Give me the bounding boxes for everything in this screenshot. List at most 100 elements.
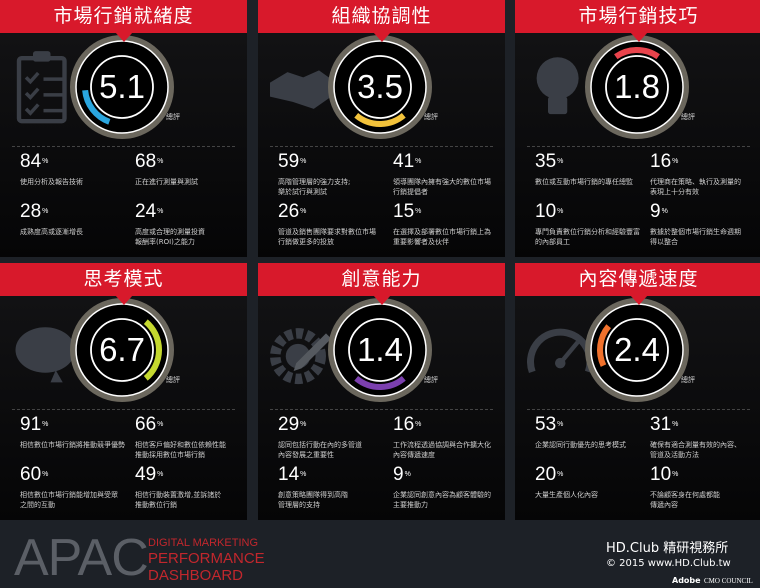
- stat-value: 24%: [135, 201, 164, 222]
- percent-unit: %: [42, 158, 49, 165]
- panel-title: 思考模式: [0, 263, 247, 296]
- panel-title: 市場行銷技巧: [515, 0, 760, 33]
- divider: [527, 409, 750, 410]
- score-arc: [143, 319, 162, 381]
- score-value: 5.1: [99, 68, 145, 105]
- stat-description: 專門負責數位行銷分析和經驗豐富 的內部員工: [535, 228, 640, 246]
- stat-value: 68%: [135, 151, 164, 172]
- percent-unit: %: [672, 421, 679, 428]
- stat-description: 企業認同行動優先的思考模式: [535, 441, 626, 449]
- score-gauge: [70, 35, 174, 139]
- percent-unit: %: [300, 158, 307, 165]
- clipboard-icon: [16, 51, 67, 124]
- handshake-icon: [270, 70, 332, 109]
- subtitle-line: DIGITAL MARKETING: [148, 537, 259, 549]
- stat-description: 確保有適合測量有效的內容、 管道及活動方法: [650, 441, 741, 459]
- stat-value: 84%: [20, 151, 49, 172]
- lightbulb-icon: [536, 57, 579, 115]
- stat-description: 相信數位市場行銷能增加與受眾 之間的互動: [20, 491, 118, 509]
- stat-value: 29%: [278, 414, 307, 435]
- stat-item: 24% 高度或合理的測量投資 報酬率(ROI)之能力: [135, 202, 245, 247]
- stat-value: 91%: [20, 414, 49, 435]
- stat-description: 成熟度高或逐漸增長: [20, 228, 83, 236]
- percent-unit: %: [557, 208, 564, 215]
- stat-item: 41% 領導團隊內擁有強大的數位市場 行銷提倡者: [393, 152, 503, 197]
- stat-value: 9%: [393, 464, 411, 485]
- stat-description: 相信行動裝置激增,並訴諸於 推動數位行銷: [135, 491, 222, 509]
- score-arc: [614, 47, 660, 60]
- stat-item: 20% 大量生產個人化內容: [535, 465, 645, 500]
- stat-item: 14% 創意策略團隊得到高階 管理層的支持: [278, 465, 388, 510]
- stat-value: 10%: [650, 464, 679, 485]
- score-gauge: [585, 35, 689, 139]
- percent-unit: %: [300, 421, 307, 428]
- stat-item: 29% 認同包括行動在內的多管道 內容發展之重要性: [278, 415, 388, 460]
- score-label: 總評: [424, 113, 438, 121]
- score-value: 6.7: [99, 331, 145, 368]
- score-label: 總評: [681, 113, 695, 121]
- percent-unit: %: [157, 208, 164, 215]
- percent-unit: %: [42, 471, 49, 478]
- stat-description: 相信客戶偏好和數位依賴性能 推動採用數位市場行銷: [135, 441, 226, 459]
- stat-item: 68% 正在進行測量與測試: [135, 152, 245, 187]
- panel-title: 創意能力: [258, 263, 505, 296]
- stat-value: 16%: [393, 414, 422, 435]
- percent-unit: %: [157, 158, 164, 165]
- stat-item: 9% 企業認同創意內容為顧客體驗的 主要推動力: [393, 465, 503, 510]
- stat-item: 31% 確保有適合測量有效的內容、 管道及活動方法: [650, 415, 760, 460]
- panel-6: 內容傳遞速度 2.4 總評 53% 企業認同行動優先的思考模式 31% 確保有適合測量…: [515, 263, 760, 520]
- percent-unit: %: [415, 208, 422, 215]
- subtitle-line: DASHBOARD: [148, 567, 244, 584]
- percent-unit: %: [557, 421, 564, 428]
- panel-5: 創意能力 1.4 總評 29% 認同包括行動在內的多管道 內容發展之重要性 16% 工…: [258, 263, 505, 520]
- header-pointer: [114, 32, 133, 42]
- stat-value: 14%: [278, 464, 307, 485]
- stat-description: 管道及銷售團隊要求對數位市場 行銷做更多的投放: [278, 228, 376, 246]
- stat-value: 9%: [650, 201, 668, 222]
- stat-item: 49% 相信行動裝置激增,並訴諸於 推動數位行銷: [135, 465, 245, 510]
- stat-description: 企業認同創意內容為顧客體驗的 主要推動力: [393, 491, 491, 509]
- percent-unit: %: [42, 421, 49, 428]
- dashboard-subtitle: DIGITAL MARKETING PERFORMANCE DASHBOARD: [148, 536, 265, 584]
- stat-item: 84% 使用分析及報告技術: [20, 152, 130, 187]
- stat-description: 高階管理層的強力支持; 樂於試行與測試: [278, 178, 351, 196]
- score-value: 1.8: [614, 68, 660, 105]
- stat-item: 10% 專門負責數位行銷分析和經驗豐富 的內部員工: [535, 202, 645, 247]
- stat-value: 26%: [278, 201, 307, 222]
- stat-value: 16%: [650, 151, 679, 172]
- score-label: 總評: [166, 376, 180, 384]
- stat-item: 16% 代理商在策略、執行及測量的 表現上十分有效: [650, 152, 760, 197]
- percent-unit: %: [300, 208, 307, 215]
- stat-value: 35%: [535, 151, 564, 172]
- divider: [12, 146, 235, 147]
- stat-description: 認同包括行動在內的多管道 內容發展之重要性: [278, 441, 362, 459]
- watermark: HD.Club 精研視務所: [606, 541, 729, 556]
- stat-item: 26% 管道及銷售團隊要求對數位市場 行銷做更多的投放: [278, 202, 388, 247]
- brain-icon: [15, 327, 75, 383]
- stat-value: 31%: [650, 414, 679, 435]
- copyright: © 2015 www.HD.Club.tw: [606, 558, 731, 569]
- divider: [12, 409, 235, 410]
- panel-title: 市場行銷就緒度: [0, 0, 247, 33]
- stat-value: 53%: [535, 414, 564, 435]
- score-label: 總評: [166, 113, 180, 121]
- stat-description: 數據於整個市場行銷生命週期 得以整合: [650, 228, 741, 246]
- panel-title: 組織協調性: [258, 0, 505, 33]
- stat-description: 高度或合理的測量投資 報酬率(ROI)之能力: [135, 228, 205, 246]
- percent-unit: %: [415, 158, 422, 165]
- stat-value: 49%: [135, 464, 164, 485]
- panel-1: 市場行銷就緒度 5.1 總評 84% 使用分析及報告技術 68% 正在進行測量與測試 2…: [0, 0, 247, 257]
- score-value: 1.4: [357, 331, 403, 368]
- stat-item: 91% 相信數位市場行銷將推動競爭優勢: [20, 415, 130, 450]
- header-pointer: [114, 295, 133, 305]
- stat-item: 53% 企業認同行動優先的思考模式: [535, 415, 645, 450]
- stat-description: 數位或互動市場行銷的專任總監: [535, 178, 633, 186]
- panel-title: 內容傳遞速度: [515, 263, 760, 296]
- score-label: 總評: [424, 376, 438, 384]
- score-arc: [597, 324, 612, 367]
- panel-3: 市場行銷技巧 1.8 總評 35% 數位或互動市場行銷的專任總監 16% 代理商在策略…: [515, 0, 760, 257]
- stat-item: 28% 成熟度高或逐漸增長: [20, 202, 130, 237]
- stat-description: 不論顧客身在何處都能 傳遞內容: [650, 491, 720, 509]
- stat-description: 正在進行測量與測試: [135, 178, 198, 186]
- stat-item: 59% 高階管理層的強力支持; 樂於試行與測試: [278, 152, 388, 197]
